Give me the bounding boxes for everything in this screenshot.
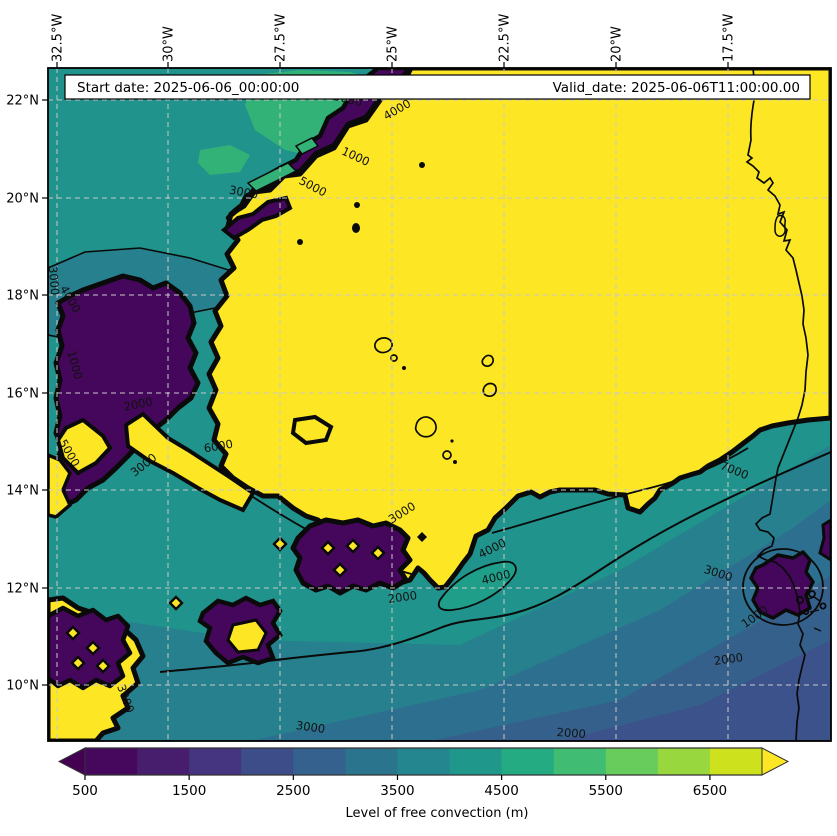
colorbar-tick-label: 5500: [589, 783, 623, 799]
colorbar-over-arrow: [761, 747, 790, 776]
estuary-marks: [805, 596, 822, 632]
region-purple-band-2: [220, 195, 293, 241]
colorbar-segment: [657, 748, 711, 775]
left-tick-label: 18°N: [6, 289, 39, 304]
valid-date-text: Valid_date: 2025-06-06T11:00:00.00: [553, 80, 800, 96]
contour-lens-4000: [437, 560, 517, 612]
region-yellow-inside-cluster: [226, 618, 268, 654]
left-tick-label: 14°N: [6, 484, 39, 499]
colorbar: 500 1500 2500 3500 4500 5500 6500 Level of fre…: [57, 747, 790, 821]
region-green-sliver-1: [246, 162, 298, 192]
top-tick-label: 22.5°W: [498, 14, 513, 62]
contour-label: 2000: [713, 650, 744, 668]
contour-label: 2000: [387, 588, 418, 606]
annotation-box: Start date: 2025-06-06_00:00:00 Valid_da…: [64, 74, 811, 100]
colorbar-outline: [85, 747, 762, 776]
diamond-patches: [65, 536, 386, 674]
colorbar-segment: [709, 748, 763, 775]
top-axis: 32.5°W 30°W 27.5°W 25°W 22.5°W 20°W 17.5°W: [51, 14, 737, 68]
contour-line-4000-b: [491, 447, 749, 534]
colorbar-segment: [345, 748, 398, 775]
top-tick-label: 27.5°W: [274, 14, 289, 62]
region-yellow-strip-2: [123, 411, 256, 513]
region-blue-deepest: [560, 640, 831, 741]
contour-label: 4000: [480, 567, 512, 588]
colorbar-segment: [397, 748, 451, 775]
colorbar-segment: [241, 748, 294, 775]
colorbar-segment: [449, 748, 503, 775]
contour-label: 2000: [556, 725, 586, 741]
contour-label: 3000: [46, 265, 62, 295]
colorbar-segment: [605, 748, 659, 775]
contour-label: 3000: [228, 183, 259, 202]
top-tick-label: 25°W: [386, 26, 401, 62]
colorbar-tick-label: 4500: [484, 783, 518, 799]
region-yellow-strip-3: [290, 414, 334, 446]
top-tick-label: 17.5°W: [722, 14, 737, 62]
contour-label: 3000: [295, 718, 326, 736]
islands-se: [795, 590, 827, 616]
graticule: [48, 68, 831, 741]
colorbar-tick-label: 3500: [380, 783, 414, 799]
colorbar-segment: [501, 748, 555, 775]
colorbar-segment: [137, 748, 190, 775]
coastline-africa: [745, 68, 809, 741]
start-date-text: Start date: 2025-06-06_00:00:00: [77, 80, 299, 96]
left-axis: 22°N 20°N 18°N 16°N 14°N 12°N 10°N: [6, 94, 48, 694]
top-tick-label: 30°W: [162, 26, 177, 62]
colorbar-tick-label: 1500: [172, 783, 206, 799]
colorbar-segment: [85, 748, 138, 775]
region-yellow-strip-1: [55, 417, 113, 476]
top-tick-label: 32.5°W: [51, 14, 66, 62]
colorbar-ticks: 500 1500 2500 3500 4500 5500 6500: [72, 775, 727, 799]
colorbar-label: Level of free convection (m): [346, 806, 529, 821]
colorbar-tick-label: 6500: [693, 783, 727, 799]
map-area: 3000400010005000300030004000100020005000…: [46, 68, 831, 741]
colorbar-segment: [189, 748, 242, 775]
colorbar-segment: [553, 748, 607, 775]
colorbar-segment: [293, 748, 346, 775]
left-tick-label: 16°N: [6, 387, 39, 402]
left-tick-label: 12°N: [6, 582, 39, 597]
left-tick-label: 20°N: [6, 192, 39, 207]
map-border: [47, 67, 832, 742]
region-green-patch-2: [198, 145, 250, 175]
colorbar-under-arrow: [57, 747, 86, 776]
top-tick-label: 20°W: [610, 26, 625, 62]
left-tick-label: 22°N: [6, 94, 39, 109]
banc-arguin-island: [774, 214, 786, 237]
region-purple-cluster-capeverde: [290, 517, 413, 596]
region-yellow-edge-sliver: [48, 453, 73, 519]
capeverde-islands: [374, 337, 497, 460]
colorbar-tick-label: 2500: [276, 783, 310, 799]
left-tick-label: 10°N: [6, 679, 39, 694]
colorbar-tick-label: 500: [72, 783, 98, 799]
contour-ring-2000: [742, 548, 824, 626]
region-green-sliver-2: [294, 137, 320, 155]
region-purple-edge-east: [818, 518, 831, 562]
colorbar-segments: [85, 748, 763, 775]
contour-label: 6000: [203, 437, 234, 456]
contour-label: 2000: [122, 394, 154, 414]
islet-dots: [297, 162, 457, 542]
